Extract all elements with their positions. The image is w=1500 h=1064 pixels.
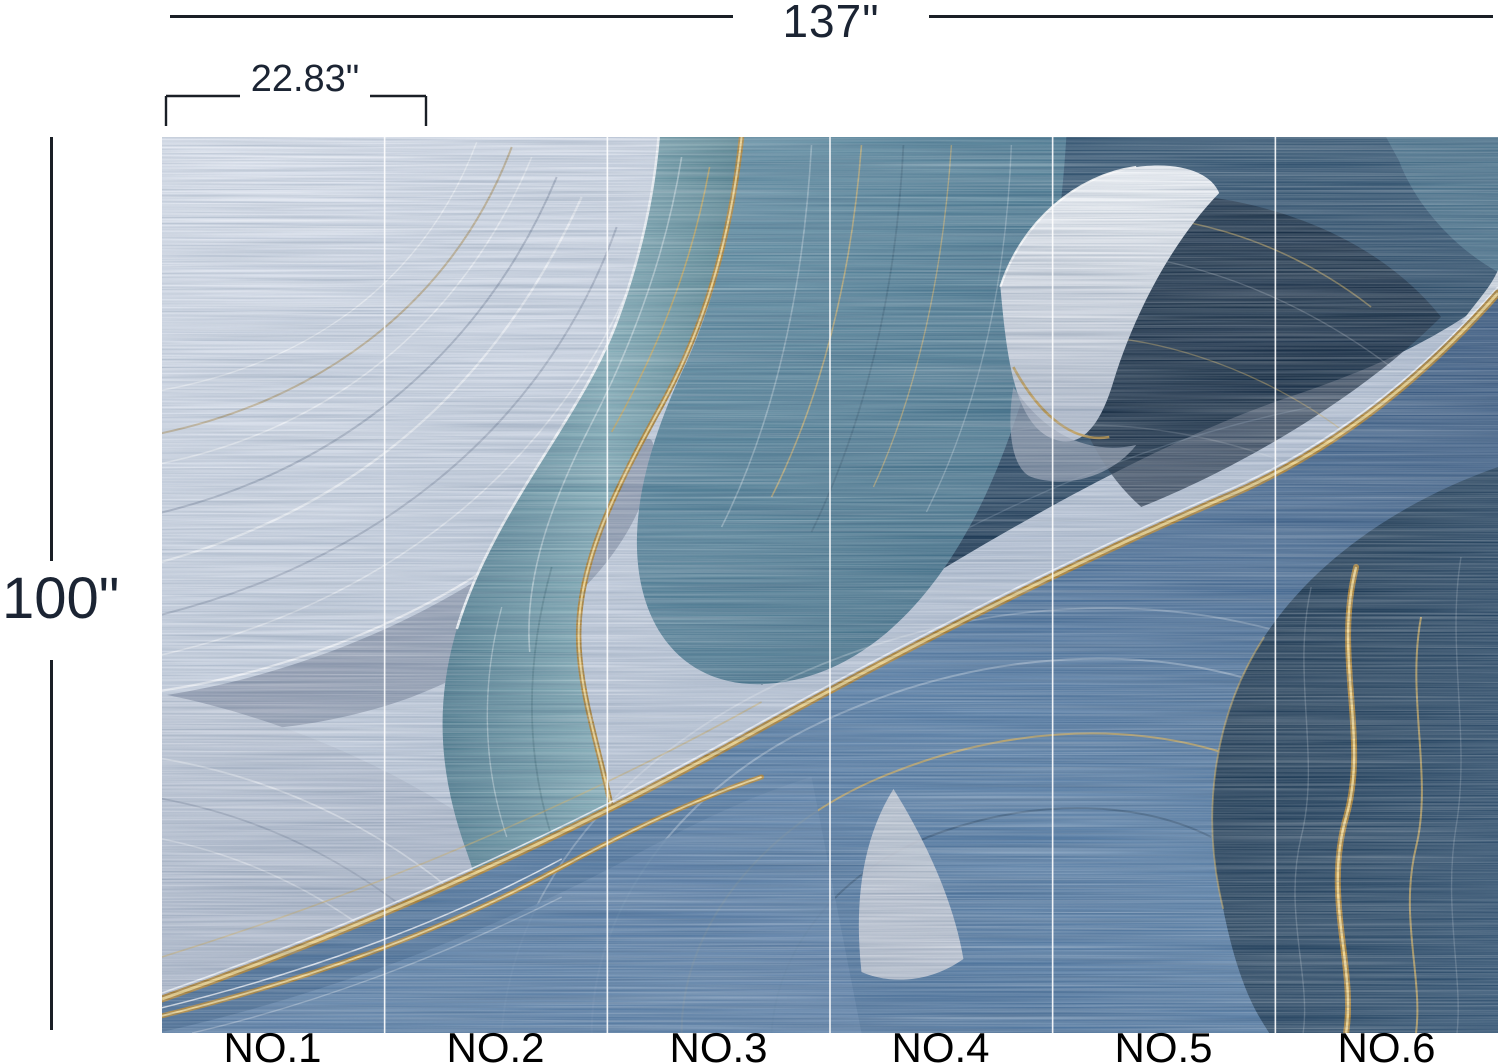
panel-width-label: 22.83" (250, 58, 360, 100)
panel-label-3: NO.3 (669, 1024, 768, 1064)
panel-label-1: NO.1 (223, 1024, 322, 1064)
panel-label-4: NO.4 (891, 1024, 990, 1064)
panel-label-6: NO.6 (1337, 1024, 1436, 1064)
total-width-label: 137" (782, 0, 880, 47)
panel-width-bracket (164, 94, 428, 126)
height-label: 100" (2, 566, 120, 631)
height-line-bottom (50, 660, 53, 1030)
total-width-line-right (929, 15, 1493, 18)
total-width-line-left (170, 15, 733, 18)
panel-label-2: NO.2 (446, 1024, 545, 1064)
mural-artwork (162, 137, 1498, 1033)
panel-label-5: NO.5 (1114, 1024, 1213, 1064)
panel-dividers (383, 137, 1277, 1033)
height-line-top (50, 137, 53, 561)
